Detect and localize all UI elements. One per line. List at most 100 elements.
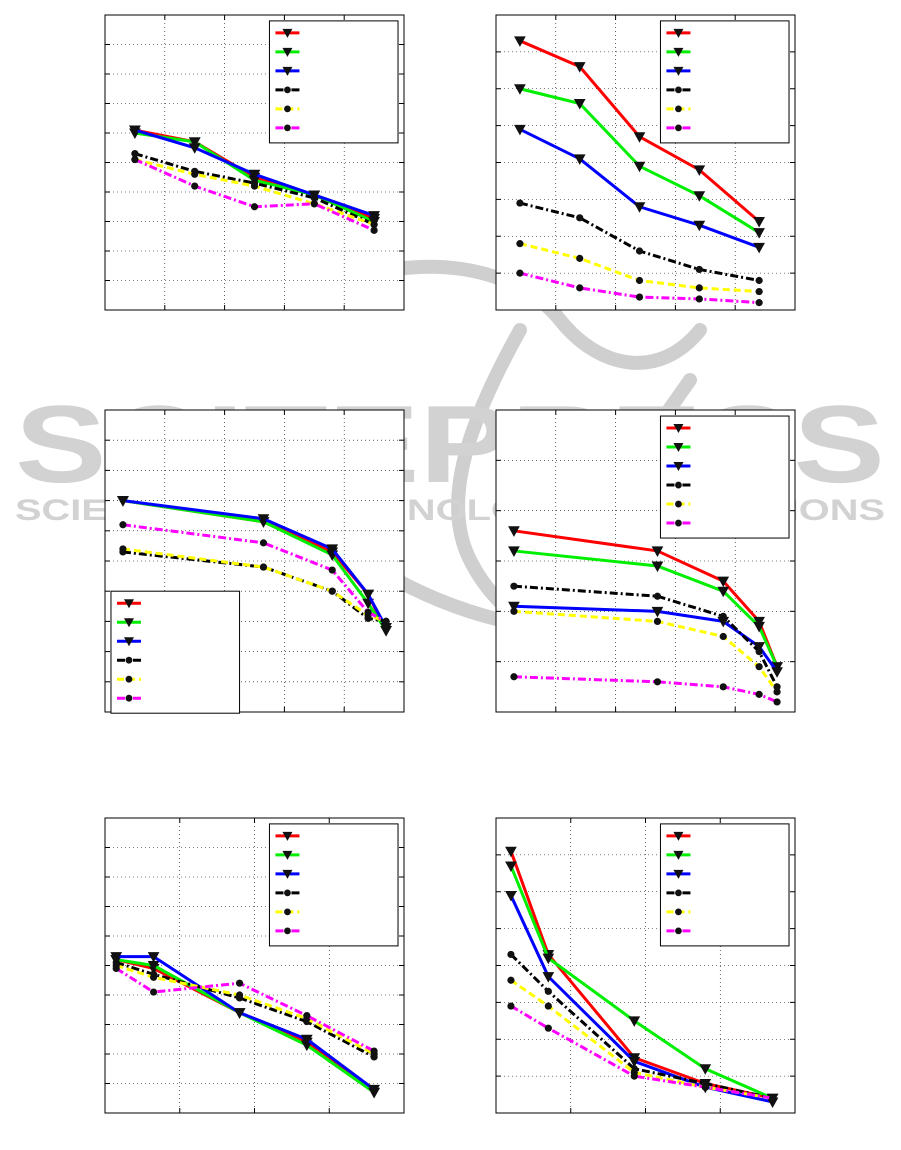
data-point <box>310 200 318 208</box>
legend-entry-6 <box>666 124 691 132</box>
data-point <box>633 132 646 143</box>
data-point <box>368 211 380 222</box>
legend-box <box>268 823 399 947</box>
legend-marker <box>123 599 134 609</box>
legend-entry-5 <box>666 500 691 508</box>
data-point <box>635 247 644 255</box>
data-point <box>717 576 730 588</box>
data-point <box>505 846 517 858</box>
data-point <box>328 587 336 595</box>
data-point <box>699 1064 712 1075</box>
legend-entry-2 <box>666 850 691 860</box>
legend-entry-3 <box>275 66 300 76</box>
data-point <box>119 545 127 553</box>
data-point <box>773 698 781 706</box>
series-6 <box>112 964 378 1055</box>
legend-entry-2 <box>666 443 691 453</box>
data-point <box>755 276 763 285</box>
data-point <box>717 586 730 598</box>
data-point <box>695 295 703 303</box>
data-point <box>653 617 662 625</box>
data-point <box>542 972 555 983</box>
legend-entry-4 <box>275 889 300 897</box>
legend <box>659 415 790 539</box>
legend-marker <box>282 850 293 860</box>
chart-panel-4 <box>495 409 796 713</box>
legend-marker <box>123 618 134 628</box>
grid-lines <box>105 15 404 310</box>
legend-marker <box>284 105 291 113</box>
grid-lines <box>105 410 404 712</box>
data-point <box>768 1094 777 1102</box>
data-point <box>635 293 644 301</box>
series-3 <box>514 124 765 254</box>
data-point <box>651 561 664 573</box>
data-point <box>755 287 763 296</box>
data-point <box>516 199 524 207</box>
data-point <box>370 226 378 234</box>
data-point <box>573 99 586 110</box>
legend-marker <box>673 831 684 841</box>
legend-entry-2 <box>116 618 141 628</box>
legend-marker <box>673 28 684 38</box>
data-point <box>573 154 586 165</box>
legend-entry-6 <box>116 694 141 702</box>
chart-panel-5 <box>104 817 405 1114</box>
data-point <box>110 952 123 963</box>
series-6 <box>510 673 781 706</box>
legend-entry-5 <box>275 908 300 916</box>
legend-entry-3 <box>275 869 300 879</box>
data-point <box>635 276 644 285</box>
legend-marker <box>675 86 682 94</box>
legend-marker <box>675 519 682 527</box>
series-line <box>510 1004 773 1100</box>
legend-marker <box>675 124 682 132</box>
data-point <box>131 155 139 164</box>
data-point <box>505 890 517 902</box>
data-point <box>188 143 201 154</box>
legend-entry-4 <box>116 656 141 664</box>
data-point <box>250 182 259 190</box>
legend-entry-4 <box>666 86 691 94</box>
series-6 <box>507 1002 777 1102</box>
data-point <box>773 688 781 696</box>
data-point <box>633 161 646 173</box>
legend-entry-1 <box>666 831 691 841</box>
legend-entry-4 <box>275 86 300 94</box>
data-point <box>112 964 120 973</box>
data-point <box>510 582 518 590</box>
legend-entry-6 <box>275 927 300 935</box>
legend-marker <box>673 869 684 879</box>
data-point <box>507 976 515 984</box>
legend-entry-2 <box>275 850 300 860</box>
legend-box <box>268 20 399 144</box>
data-point <box>119 521 127 529</box>
chart-panel-6 <box>495 817 796 1114</box>
data-point <box>633 202 646 213</box>
data-point <box>719 612 727 620</box>
series-3 <box>508 601 783 678</box>
data-point <box>516 240 524 248</box>
legend-entry-3 <box>116 637 141 647</box>
legend-marker <box>673 424 684 434</box>
series-3 <box>129 125 380 222</box>
legend-marker <box>673 443 684 453</box>
data-point <box>382 617 390 625</box>
series-4 <box>516 199 763 285</box>
legend-box <box>659 20 790 144</box>
data-point <box>719 632 727 641</box>
legend-marker <box>282 47 293 57</box>
data-point <box>310 194 318 202</box>
data-point <box>505 861 517 872</box>
data-point <box>364 608 372 616</box>
legend-marker <box>675 105 682 113</box>
legend-marker <box>675 927 682 935</box>
data-point <box>753 228 765 239</box>
data-point <box>544 1024 552 1032</box>
legend-marker <box>284 124 291 132</box>
legend-marker <box>125 675 133 683</box>
data-point <box>695 284 703 292</box>
chart-panel-1 <box>104 14 405 311</box>
data-point <box>651 546 664 557</box>
legend-entry-1 <box>116 599 141 609</box>
